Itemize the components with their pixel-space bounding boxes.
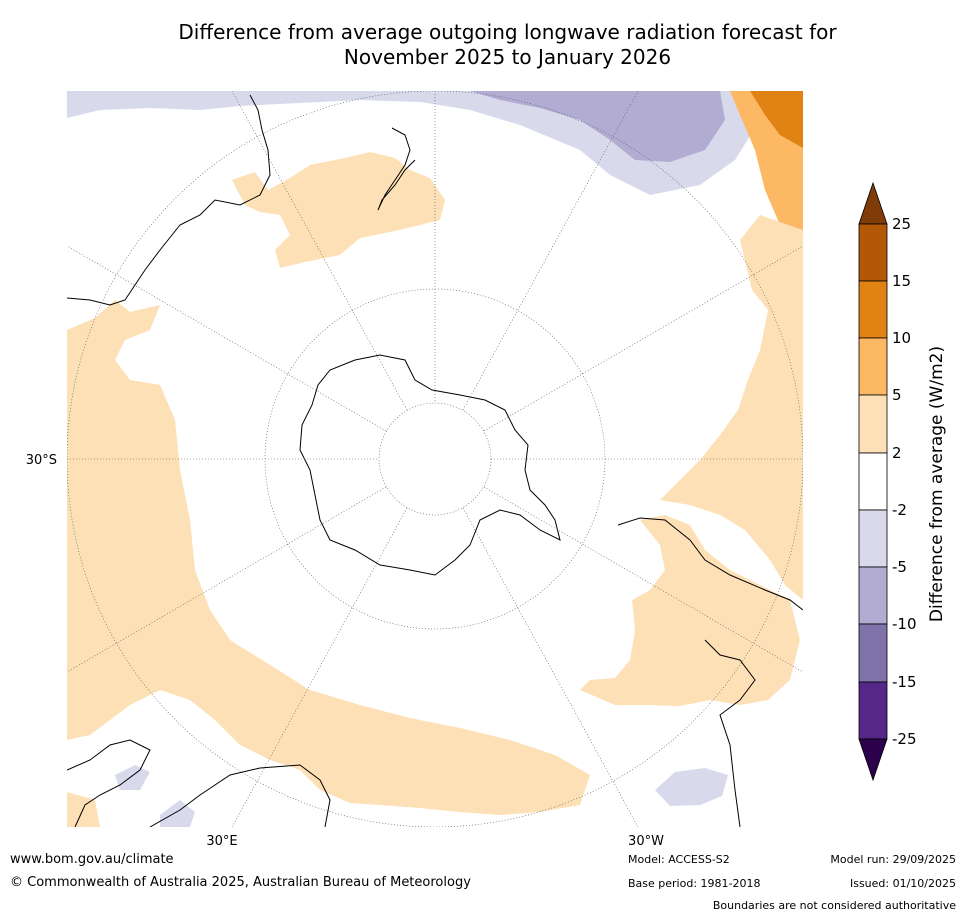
colorbar-band-m25-m15 (858, 681, 888, 740)
colorbar-band-10-15 (858, 280, 888, 339)
colorbar-band-5-10 (858, 337, 888, 396)
footer-website: www.bom.gov.au/climate (10, 852, 174, 867)
colorbar-tick-label: 15 (892, 272, 912, 290)
colorbar-band-m5-m2 (858, 509, 888, 568)
title-line-2: November 2025 to January 2026 (343, 45, 672, 69)
colorbar-over-arrow (858, 181, 888, 225)
coastlines (67, 94, 803, 827)
colorbar-tick-label: 25 (892, 215, 912, 233)
meridian-150w (462, 91, 639, 411)
anomaly-region-neg5-top (470, 91, 725, 162)
footer-base-period: Base period: 1981-2018 (628, 877, 761, 890)
colorbar-tick-label: -15 (892, 673, 917, 691)
colorbar-band-m15-m10 (858, 623, 888, 683)
anomaly-region-neg2-south (655, 768, 728, 806)
colorbar-band-neutral (858, 452, 888, 511)
colorbar-band-2-5 (858, 394, 888, 454)
anomaly-region-pos2-east (660, 215, 803, 600)
colorbar-tick-label: 5 (892, 386, 902, 404)
colorbar-tick-label: 2 (892, 444, 902, 462)
coastline-south-america (617, 517, 803, 827)
colorbar-band-m10-m5 (858, 566, 888, 625)
footer-model-run: Model run: 29/09/2025 (830, 853, 956, 866)
anomaly-region-pos2-west (67, 300, 590, 815)
colorbar-tick-label: -5 (892, 558, 907, 576)
lon-label-30w: 30°W (628, 834, 664, 849)
footer-issued: Issued: 01/10/2025 (849, 877, 956, 890)
anomaly-region-neg2-sw (115, 765, 150, 790)
anomaly-region-pos2-sa (580, 515, 800, 706)
coastline-new-zealand (377, 127, 416, 211)
anomaly-region-pos10-tr (750, 91, 803, 148)
anomaly-region-pos2-nz (232, 152, 445, 268)
colorbar-band-15-25 (858, 223, 888, 282)
footer-model: Model: ACCESS-S2 (628, 853, 730, 866)
colorbar-title: Difference from average (W/m2) (927, 345, 947, 623)
graticule (67, 91, 803, 827)
title-line-1: Difference from average outgoing longwav… (178, 20, 837, 44)
coastline-antarctica (299, 354, 561, 576)
meridian-30w (462, 507, 639, 827)
lat-label-30s: 30°S (26, 453, 57, 468)
colorbar-tick-label: -10 (892, 615, 917, 633)
coastline-africa-south (67, 739, 331, 827)
colorbar-tick-label: -25 (892, 730, 917, 748)
colorbar-under-arrow (858, 738, 888, 782)
footer-disclaimer: Boundaries are not considered authoritat… (712, 899, 956, 912)
map-panel (67, 91, 803, 827)
lon-label-30e: 30°E (206, 834, 237, 849)
footer-copyright: © Commonwealth of Australia 2025, Austra… (10, 875, 471, 890)
anomaly-region-neg2-bl (160, 800, 195, 827)
meridian-30e (231, 507, 408, 827)
colorbar-tick-label: 10 (892, 329, 912, 347)
colorbar (858, 181, 888, 782)
coastline-australia (67, 94, 271, 306)
map-title: Difference from average outgoing longwav… (0, 20, 965, 70)
meridian-150e (231, 91, 408, 411)
colorbar-tick-label: -2 (892, 501, 907, 519)
